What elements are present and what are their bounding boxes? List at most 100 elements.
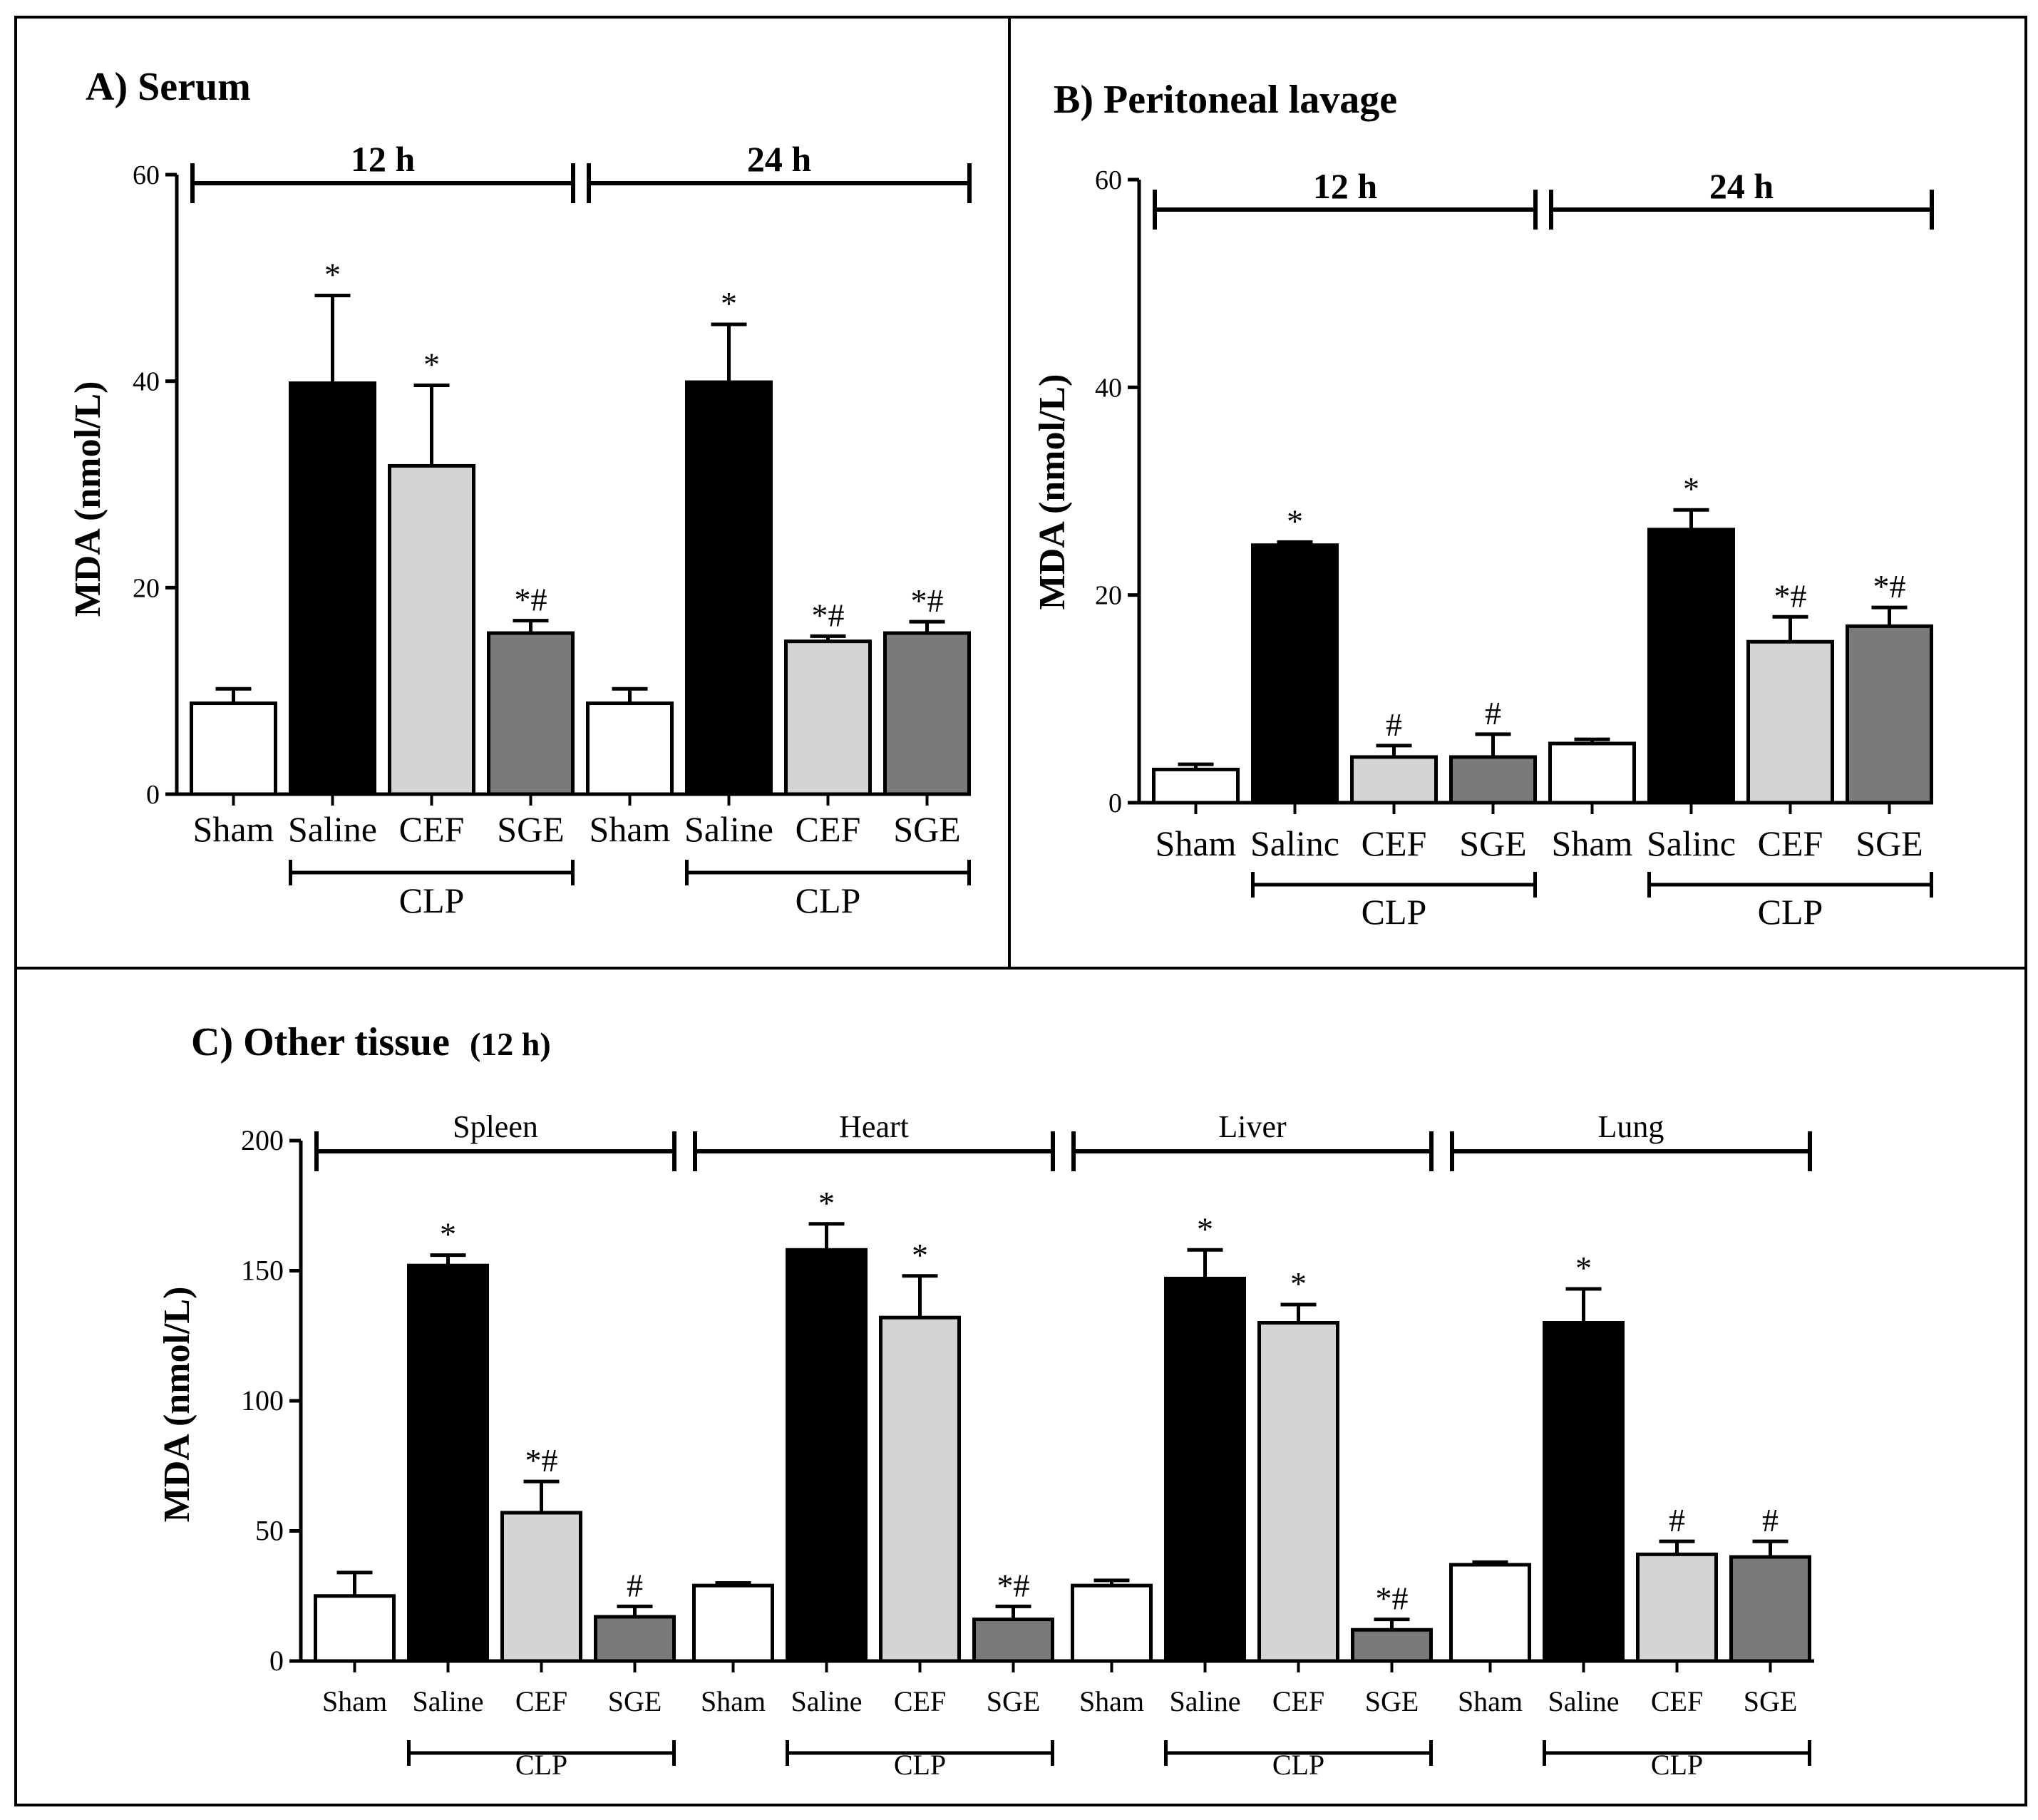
bar — [883, 631, 971, 796]
x-tick-label: CEF — [894, 1685, 946, 1717]
bar — [1251, 543, 1339, 805]
bar — [879, 1315, 961, 1663]
significance-label: # — [1485, 695, 1501, 731]
x-tick-label: SGE — [1459, 823, 1526, 863]
bar — [289, 381, 376, 796]
bar — [586, 701, 674, 796]
significance-label: * — [721, 285, 737, 322]
x-tick-label: CEF — [1362, 823, 1427, 863]
panel-serum: A) Serum MDA (nmol/L) 0 20 40 60 Sham Saline *… — [68, 65, 972, 920]
segment-label: Liver — [1218, 1109, 1287, 1144]
significance-label: * — [1290, 1265, 1307, 1302]
significance-label: * — [1287, 503, 1303, 539]
significance-label: *# — [1376, 1580, 1409, 1617]
x-tick-label: CEF — [515, 1685, 567, 1717]
bar — [1350, 755, 1438, 805]
panel-title: B) Peritoneal lavage — [1054, 78, 1397, 122]
segment-label: 24 h — [1709, 166, 1774, 206]
bar — [786, 1248, 868, 1663]
x-tick-label: Salinc — [1647, 823, 1736, 863]
bar — [314, 1594, 396, 1663]
significance-label: *# — [997, 1567, 1030, 1603]
significance-label: * — [912, 1237, 928, 1273]
y-tick-label: 20 — [133, 573, 160, 603]
significance-label: # — [627, 1567, 643, 1603]
significance-label: # — [1762, 1502, 1779, 1538]
x-tick-label: Sham — [590, 809, 671, 849]
x-tick-label: Sham — [1552, 823, 1633, 863]
significance-label: * — [440, 1216, 456, 1253]
bar — [692, 1583, 774, 1663]
y-axis-label: MDA (nmol/L) — [68, 381, 108, 617]
x-tick-label: Sham — [1156, 823, 1237, 863]
x-tick-label: SGE — [1856, 823, 1923, 863]
segment-label: 24 h — [747, 139, 812, 179]
panel-title-main: C) Other tissue — [191, 1020, 450, 1064]
y-tick-label: 60 — [1095, 165, 1122, 195]
bar — [1152, 767, 1240, 805]
significance-label: # — [1669, 1502, 1685, 1538]
bar — [1449, 1563, 1531, 1663]
clp-label: CLP — [1362, 892, 1427, 932]
x-tick-label: CEF — [1651, 1685, 1703, 1717]
bar — [1548, 741, 1636, 805]
significance-label: * — [1575, 1250, 1592, 1286]
bar — [1636, 1552, 1718, 1663]
significance-label: * — [324, 256, 341, 292]
bar — [190, 701, 277, 796]
x-tick-label: Salinc — [1250, 823, 1339, 863]
chart-marks: 0 20 40 60 Sham Salinc * CEF # SGE # CLP 12 h Sham Sal… — [1095, 165, 1934, 932]
panel-title-suffix: (12 h) — [470, 1026, 551, 1062]
clp-label: CLP — [894, 1749, 946, 1781]
bar — [1164, 1276, 1246, 1663]
bar — [388, 463, 475, 796]
y-tick-label: 40 — [133, 367, 160, 397]
panel-title: C) Other tissue (12 h) — [191, 1020, 551, 1064]
bar — [1449, 755, 1537, 805]
segment-label: Heart — [839, 1109, 909, 1144]
y-axis-label: MDA (nmol/L) — [157, 1287, 197, 1523]
bar — [1543, 1321, 1625, 1663]
bar — [407, 1263, 489, 1663]
x-tick-label: Saline — [288, 809, 377, 849]
x-tick-label: Saline — [1548, 1685, 1620, 1717]
segment-label: 12 h — [1313, 166, 1378, 206]
x-tick-label: SGE — [608, 1685, 662, 1717]
clp-label: CLP — [1651, 1749, 1703, 1781]
significance-label: * — [1197, 1210, 1213, 1247]
x-tick-label: CEF — [1758, 823, 1823, 863]
x-tick-label: Sham — [1079, 1685, 1144, 1717]
bar — [1647, 528, 1735, 805]
x-tick-label: Saline — [1170, 1685, 1241, 1717]
y-tick-label: 20 — [1095, 581, 1122, 611]
y-tick-label: 0 — [1108, 788, 1122, 818]
y-tick-label: 150 — [241, 1255, 284, 1287]
significance-label: * — [423, 346, 440, 382]
x-tick-label: SGE — [497, 809, 564, 849]
y-tick-label: 50 — [255, 1515, 284, 1547]
x-tick-label: CEF — [399, 809, 465, 849]
x-tick-label: Saline — [791, 1685, 863, 1717]
y-tick-label: 60 — [133, 160, 160, 190]
x-tick-label: SGE — [1365, 1685, 1419, 1717]
bar — [1729, 1555, 1811, 1663]
bar — [1746, 639, 1834, 805]
y-tick-label: 200 — [241, 1124, 284, 1156]
clp-label: CLP — [796, 880, 861, 920]
segment-label: Spleen — [453, 1109, 538, 1144]
y-tick-label: 0 — [269, 1645, 284, 1677]
x-tick-label: SGE — [987, 1685, 1041, 1717]
significance-label: *# — [911, 582, 944, 619]
significance-label: *# — [525, 1442, 558, 1479]
y-tick-label: 40 — [1095, 373, 1122, 403]
x-tick-label: SGE — [893, 809, 960, 849]
significance-label: *# — [1774, 577, 1807, 614]
x-tick-label: Sham — [701, 1685, 766, 1717]
y-tick-label: 100 — [241, 1384, 284, 1417]
significance-label: *# — [812, 597, 845, 633]
significance-label: *# — [1873, 568, 1906, 605]
bar — [1351, 1628, 1433, 1663]
significance-label: * — [1683, 471, 1699, 507]
significance-label: *# — [515, 582, 547, 618]
